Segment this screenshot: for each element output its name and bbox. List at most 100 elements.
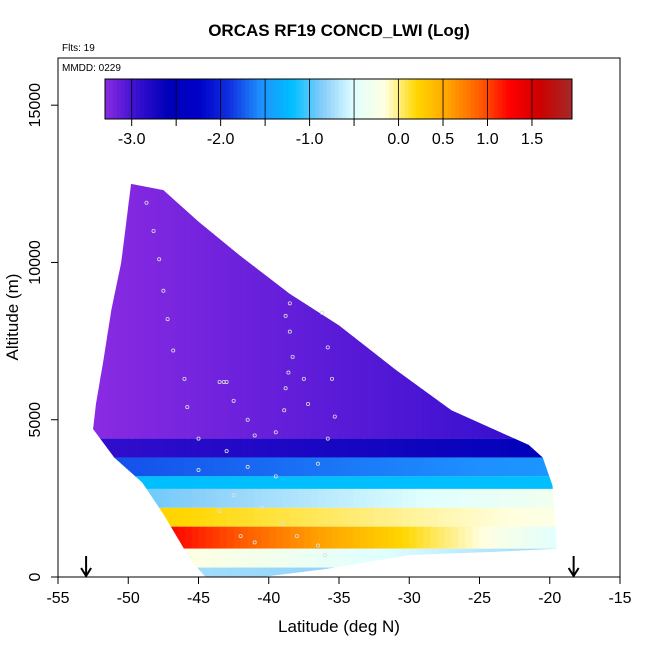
heatmap-cell bbox=[226, 526, 235, 549]
heatmap-cell bbox=[303, 457, 312, 477]
colorbar-tick-label: 0.0 bbox=[387, 131, 409, 148]
heatmap-cell bbox=[261, 548, 270, 568]
heatmap-cell bbox=[458, 438, 467, 458]
colorbar-swatch bbox=[108, 79, 114, 119]
heatmap-cell bbox=[100, 488, 108, 508]
colorbar-swatch bbox=[439, 79, 445, 119]
heatmap-cell bbox=[430, 548, 438, 568]
heatmap-cell bbox=[367, 438, 375, 458]
heatmap-cell bbox=[163, 567, 171, 577]
heatmap-cell bbox=[156, 567, 164, 577]
heatmap-cell bbox=[486, 548, 495, 568]
heatmap-cell bbox=[93, 438, 101, 458]
heatmap-cell bbox=[240, 507, 249, 527]
colorbar-swatch bbox=[190, 79, 196, 119]
heatmap-cell bbox=[381, 567, 389, 577]
heatmap-cell bbox=[163, 476, 171, 489]
heatmap-cell bbox=[416, 548, 424, 568]
track-point bbox=[283, 386, 288, 391]
heatmap-cell bbox=[135, 507, 143, 527]
heatmap-cell bbox=[324, 507, 333, 527]
flight-track-points bbox=[144, 200, 337, 557]
heatmap-cell bbox=[430, 476, 438, 489]
heatmap-cell bbox=[381, 488, 389, 508]
heatmap-cell bbox=[268, 438, 277, 458]
heatmap-cell bbox=[353, 457, 361, 477]
heatmap-cell bbox=[226, 183, 235, 439]
colorbar-swatch bbox=[482, 79, 487, 119]
heatmap-cell bbox=[107, 488, 115, 508]
colorbar-swatch bbox=[217, 79, 223, 119]
heatmap-cell bbox=[247, 183, 256, 439]
heatmap-cell bbox=[233, 548, 242, 568]
heatmap-cell bbox=[191, 507, 200, 527]
heatmap-cell bbox=[528, 488, 537, 508]
heatmap-cell bbox=[170, 438, 179, 458]
heatmap-cell bbox=[268, 567, 277, 577]
colorbar-swatch bbox=[556, 79, 561, 119]
heatmap-cell bbox=[135, 488, 143, 508]
heatmap-cell bbox=[381, 438, 389, 458]
heatmap-cell bbox=[381, 548, 389, 568]
heatmap-cell bbox=[261, 183, 270, 439]
track-point bbox=[245, 417, 250, 422]
heatmap-cell bbox=[324, 457, 333, 477]
heatmap-cell bbox=[149, 526, 157, 549]
heatmap-cell bbox=[247, 526, 256, 549]
heatmap-cell bbox=[444, 567, 452, 577]
heatmap-cell bbox=[444, 526, 452, 549]
heatmap-cell bbox=[437, 548, 445, 568]
heatmap-cell bbox=[486, 507, 495, 527]
heatmap-cell bbox=[458, 476, 467, 489]
heatmap-cell bbox=[458, 507, 467, 527]
heatmap-cell bbox=[360, 488, 368, 508]
heatmap-cell bbox=[170, 476, 179, 489]
heatmap-cell bbox=[198, 438, 207, 458]
heatmap-cell bbox=[493, 488, 502, 508]
colorbar-swatch bbox=[178, 79, 184, 119]
x-tick-label: -30 bbox=[398, 590, 421, 607]
colorbar-swatch bbox=[560, 79, 565, 119]
heatmap-cell bbox=[451, 548, 460, 568]
heatmap-cell bbox=[107, 526, 115, 549]
colorbar-swatch bbox=[385, 79, 390, 119]
heatmap-cell bbox=[507, 567, 516, 577]
colorbar-swatch bbox=[517, 79, 522, 119]
heatmap-cell bbox=[205, 457, 214, 477]
heatmap-cell bbox=[542, 526, 551, 549]
colorbar-swatch bbox=[389, 79, 394, 119]
colorbar-swatch bbox=[373, 79, 378, 119]
heatmap-cell bbox=[177, 526, 186, 549]
heatmap-cell bbox=[479, 488, 488, 508]
x-tick-label: -15 bbox=[608, 590, 631, 607]
heatmap-cell bbox=[177, 476, 186, 489]
heatmap-cell bbox=[149, 567, 157, 577]
heatmap-cell bbox=[177, 488, 186, 508]
heatmap-cell bbox=[93, 488, 101, 508]
heatmap-cell bbox=[282, 567, 291, 577]
heatmap-cell bbox=[444, 476, 452, 489]
heatmap-cell bbox=[493, 438, 502, 458]
heatmap-cell bbox=[542, 548, 551, 568]
heatmap-cell bbox=[261, 567, 270, 577]
heatmap-cell bbox=[346, 507, 354, 527]
colorbar-swatch bbox=[470, 79, 476, 119]
arrow-head bbox=[567, 567, 580, 578]
heatmap-cell bbox=[205, 526, 214, 549]
colorbar-swatch bbox=[455, 79, 460, 119]
heatmap-cell bbox=[395, 183, 403, 439]
heatmap-cell bbox=[93, 457, 101, 477]
heatmap-cell bbox=[353, 438, 361, 458]
heatmap-cell bbox=[535, 567, 544, 577]
heatmap-cell bbox=[346, 567, 354, 577]
heatmap-cell bbox=[107, 183, 115, 439]
track-point bbox=[320, 310, 325, 315]
heatmap-cell bbox=[451, 476, 460, 489]
heatmap-cell bbox=[521, 507, 530, 527]
heatmap-cell bbox=[458, 457, 467, 477]
heatmap-cell bbox=[114, 438, 122, 458]
x-tick-label: -25 bbox=[468, 590, 491, 607]
heatmap-cell bbox=[268, 457, 277, 477]
heatmap-cell bbox=[268, 183, 277, 439]
heatmap-cell bbox=[212, 488, 221, 508]
